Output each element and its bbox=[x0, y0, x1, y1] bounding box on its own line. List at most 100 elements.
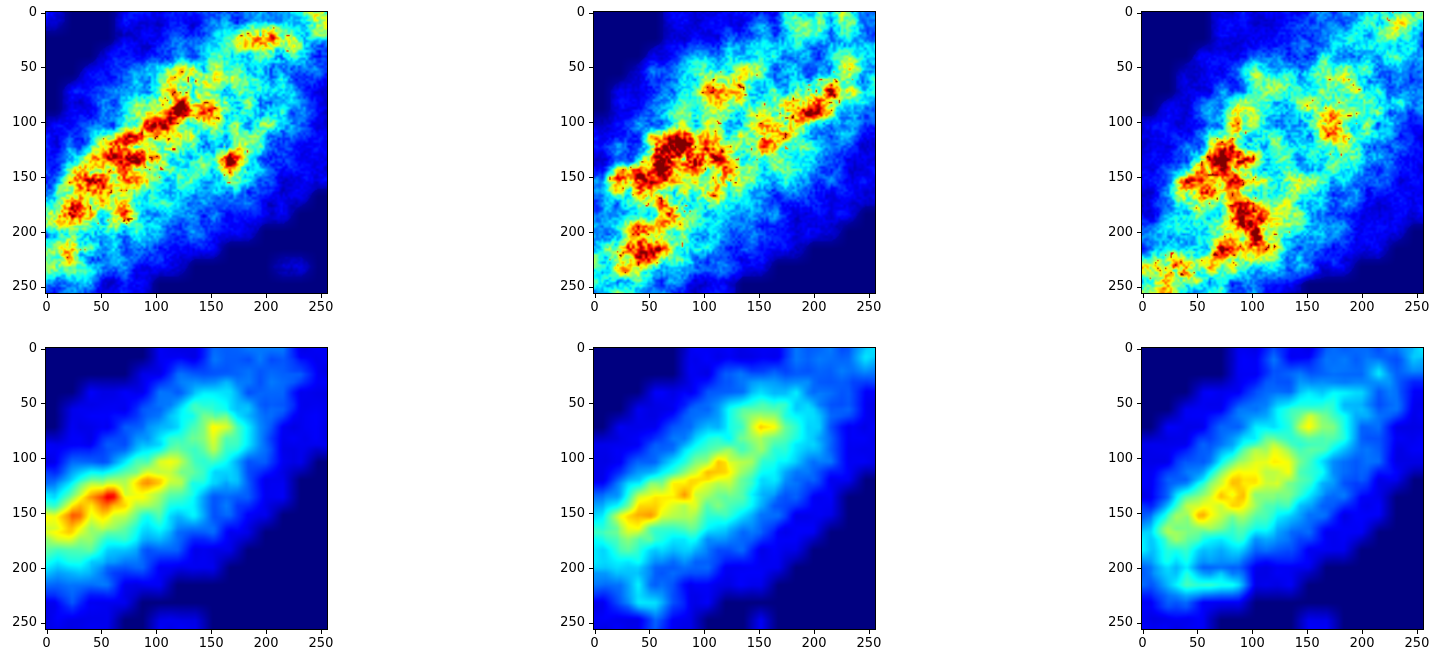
y-tick-label: 0 bbox=[28, 341, 37, 357]
x-tick-mark bbox=[1142, 630, 1144, 634]
x-tick-label: 100 bbox=[1239, 300, 1265, 315]
x-tick-mark bbox=[1416, 294, 1418, 298]
heatmap-panel-top-left: 0 50 100 150 200 250 0 50 100 150 200 250 bbox=[12, 5, 333, 315]
x-tick-label: 200 bbox=[1349, 300, 1375, 315]
x-tick-label: 250 bbox=[1404, 636, 1430, 651]
y-tick-mark bbox=[1137, 67, 1141, 69]
y-tick-mark bbox=[41, 12, 45, 14]
x-tick-label: 200 bbox=[801, 300, 827, 315]
x-tick-label: 0 bbox=[42, 636, 51, 651]
y-tick-label: 250 bbox=[560, 279, 585, 295]
heatmap-canvas-top-left bbox=[46, 12, 327, 293]
x-tick-mark bbox=[1197, 630, 1199, 634]
y-tick-mark bbox=[41, 622, 45, 624]
x-tick-label: 150 bbox=[198, 300, 224, 315]
y-tick-label: 200 bbox=[12, 224, 37, 240]
y-tick-mark bbox=[41, 177, 45, 179]
x-tick-mark bbox=[156, 294, 158, 298]
x-tick-label: 200 bbox=[1349, 636, 1375, 651]
x-tick-label: 0 bbox=[1138, 300, 1147, 315]
y-tick-mark bbox=[589, 177, 593, 179]
x-tick-mark bbox=[868, 294, 870, 298]
x-tick-mark bbox=[101, 294, 103, 298]
x-tick-label: 150 bbox=[746, 300, 772, 315]
y-tick-label: 100 bbox=[12, 450, 37, 466]
y-tick-label: 150 bbox=[12, 505, 37, 521]
y-tick-mark bbox=[589, 568, 593, 570]
x-tick-mark bbox=[594, 294, 596, 298]
y-tick-mark bbox=[1137, 122, 1141, 124]
y-tick-label: 250 bbox=[1108, 615, 1133, 631]
x-tick-label: 0 bbox=[1138, 636, 1147, 651]
x-tick-mark bbox=[320, 294, 322, 298]
x-tick-label: 100 bbox=[1239, 636, 1265, 651]
x-tick-label: 150 bbox=[198, 636, 224, 651]
x-tick-mark bbox=[156, 630, 158, 634]
y-tick-label: 100 bbox=[560, 450, 585, 466]
y-tick-label: 250 bbox=[12, 279, 37, 295]
x-tick-mark bbox=[1307, 630, 1309, 634]
x-tick-label: 50 bbox=[1189, 300, 1206, 315]
y-tick-mark bbox=[1137, 622, 1141, 624]
x-tick-mark bbox=[1252, 294, 1254, 298]
y-tick-mark bbox=[1137, 568, 1141, 570]
y-tick-mark bbox=[589, 513, 593, 515]
y-tick-mark bbox=[41, 67, 45, 69]
x-tick-label: 50 bbox=[641, 636, 658, 651]
y-tick-mark bbox=[589, 348, 593, 350]
x-tick-mark bbox=[594, 630, 596, 634]
y-tick-label: 150 bbox=[1108, 169, 1133, 185]
x-tick-mark bbox=[814, 294, 816, 298]
y-tick-label: 50 bbox=[568, 395, 585, 411]
x-tick-label: 200 bbox=[253, 300, 279, 315]
y-tick-mark bbox=[1137, 513, 1141, 515]
x-tick-label: 50 bbox=[1189, 636, 1206, 651]
x-tick-mark bbox=[101, 630, 103, 634]
x-tick-mark bbox=[759, 630, 761, 634]
x-tick-label: 100 bbox=[143, 636, 169, 651]
heatmap-canvas-bottom-right bbox=[1142, 348, 1423, 629]
x-tick-mark bbox=[266, 630, 268, 634]
x-tick-label: 150 bbox=[1294, 636, 1320, 651]
x-tick-mark bbox=[814, 630, 816, 634]
y-tick-label: 150 bbox=[1108, 505, 1133, 521]
y-tick-label: 0 bbox=[576, 5, 585, 21]
y-tick-mark bbox=[1137, 232, 1141, 234]
x-tick-mark bbox=[1142, 294, 1144, 298]
x-tick-mark bbox=[1362, 630, 1364, 634]
heatmap-panel-bottom-middle: 0 50 100 150 200 250 0 50 100 150 200 250 bbox=[560, 341, 881, 651]
x-tick-mark bbox=[46, 630, 48, 634]
x-tick-mark bbox=[649, 630, 651, 634]
heatmap-panel-top-right: 0 50 100 150 200 250 0 50 100 150 200 250 bbox=[1108, 5, 1429, 315]
x-tick-mark bbox=[704, 294, 706, 298]
y-tick-label: 200 bbox=[560, 560, 585, 576]
y-tick-label: 50 bbox=[568, 59, 585, 75]
y-tick-mark bbox=[589, 232, 593, 234]
heatmap-canvas-top-right bbox=[1142, 12, 1423, 293]
y-tick-label: 50 bbox=[20, 395, 37, 411]
x-tick-label: 150 bbox=[746, 636, 772, 651]
x-tick-mark bbox=[1197, 294, 1199, 298]
x-tick-label: 200 bbox=[801, 636, 827, 651]
x-tick-label: 100 bbox=[691, 300, 717, 315]
y-tick-mark bbox=[1137, 177, 1141, 179]
y-tick-label: 250 bbox=[560, 615, 585, 631]
x-tick-mark bbox=[1362, 294, 1364, 298]
x-tick-mark bbox=[649, 294, 651, 298]
x-tick-label: 100 bbox=[143, 300, 169, 315]
heatmap-canvas-bottom-left bbox=[46, 348, 327, 629]
y-tick-label: 50 bbox=[1116, 59, 1133, 75]
y-tick-label: 200 bbox=[1108, 224, 1133, 240]
y-tick-mark bbox=[41, 403, 45, 405]
heatmap-panel-top-middle: 0 50 100 150 200 250 0 50 100 150 200 250 bbox=[560, 5, 881, 315]
x-tick-label: 250 bbox=[856, 636, 882, 651]
x-tick-mark bbox=[320, 630, 322, 634]
x-tick-mark bbox=[704, 630, 706, 634]
y-tick-label: 0 bbox=[1124, 5, 1133, 21]
y-tick-label: 0 bbox=[1124, 341, 1133, 357]
y-tick-mark bbox=[589, 622, 593, 624]
x-tick-mark bbox=[46, 294, 48, 298]
y-tick-label: 250 bbox=[1108, 279, 1133, 295]
y-tick-mark bbox=[1137, 12, 1141, 14]
x-tick-label: 200 bbox=[253, 636, 279, 651]
